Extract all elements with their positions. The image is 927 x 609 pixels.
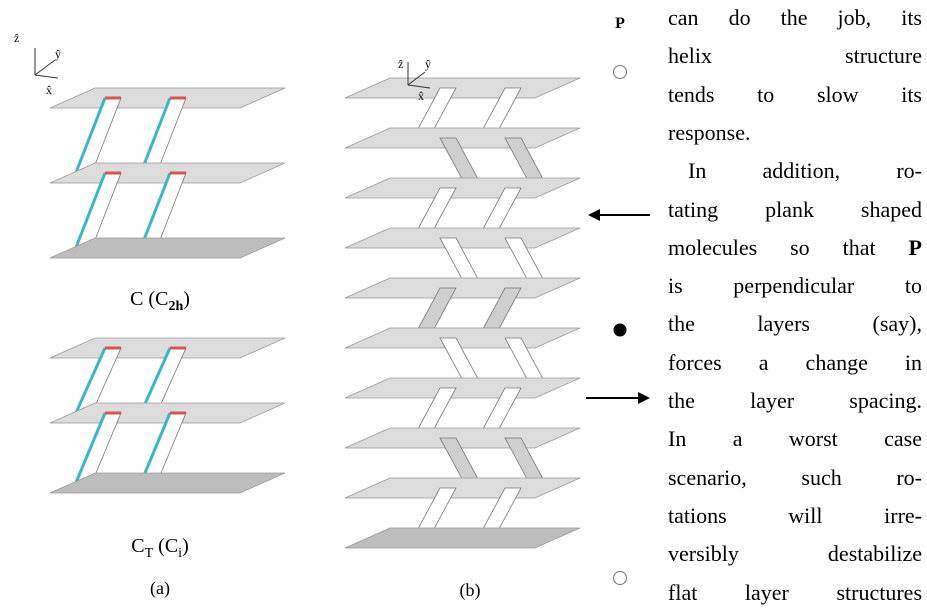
- polarization-marker: [614, 324, 627, 337]
- text-line: helix structure: [668, 43, 922, 69]
- polarization-marker: [614, 572, 627, 585]
- layer-plane: [345, 328, 580, 348]
- arrow: [588, 209, 650, 221]
- text-line: forces a change in: [668, 350, 922, 376]
- polarization-marker: [614, 66, 627, 79]
- panel-label: (b): [460, 580, 481, 601]
- text-line: molecules so that P: [668, 235, 922, 261]
- text-line: In a worst case: [668, 426, 922, 452]
- layer-plane: [345, 228, 580, 248]
- layer-plane: [345, 278, 580, 298]
- layer-plane: [345, 378, 580, 398]
- axis-label: ẑ: [14, 31, 19, 45]
- axis-label: ŷ: [425, 57, 431, 71]
- layer-plane: [345, 478, 580, 498]
- layer-plane: [345, 178, 580, 198]
- caption-main: C: [131, 535, 144, 557]
- caption-close: ): [183, 288, 190, 310]
- axis-label: x̂: [46, 83, 52, 97]
- caption-main: C (C: [130, 288, 168, 310]
- axes-icon: [35, 48, 430, 88]
- caption-close: ): [182, 535, 189, 557]
- text-line: In addition, ro-: [688, 158, 922, 184]
- text-line: the layer spacing.: [668, 388, 922, 414]
- text-line: is perpendicular to: [668, 273, 922, 299]
- text-line: tating plank shaped: [668, 197, 922, 223]
- page: ẑ ŷ x̂ ẑ ŷ x̂ C (C2h) CT (Ci) (a) (b) P …: [0, 0, 927, 609]
- text-line: versibly destabilize: [668, 541, 922, 567]
- caption: CT (Ci): [131, 535, 188, 561]
- text-line: the layers (say),: [668, 311, 922, 337]
- layer-plane: [345, 128, 580, 148]
- text-segment: molecules so that: [668, 235, 876, 260]
- arrow: [586, 392, 650, 404]
- text-line: tends to slow its: [668, 82, 922, 108]
- layer-plane: [345, 528, 580, 548]
- bold-symbol: P: [909, 235, 922, 260]
- text-line: scenario, such ro-: [668, 465, 922, 491]
- polarization-label: P: [615, 15, 625, 32]
- caption: C (C2h): [130, 288, 190, 314]
- text-line: tations will irre-: [668, 503, 922, 529]
- layer-plane: [345, 78, 580, 98]
- text-line: response.: [668, 120, 922, 146]
- panel-label: (a): [150, 578, 170, 599]
- axis-label: x̂: [418, 89, 424, 103]
- caption-mid: (C: [153, 535, 178, 557]
- axis-label: ŷ: [55, 47, 61, 61]
- text-line: can do the job, its: [668, 5, 922, 31]
- axis-label: ẑ: [398, 57, 403, 71]
- layer-plane: [345, 428, 580, 448]
- caption-sub: 2h: [168, 299, 183, 314]
- text-line: flat layer structures: [668, 580, 922, 606]
